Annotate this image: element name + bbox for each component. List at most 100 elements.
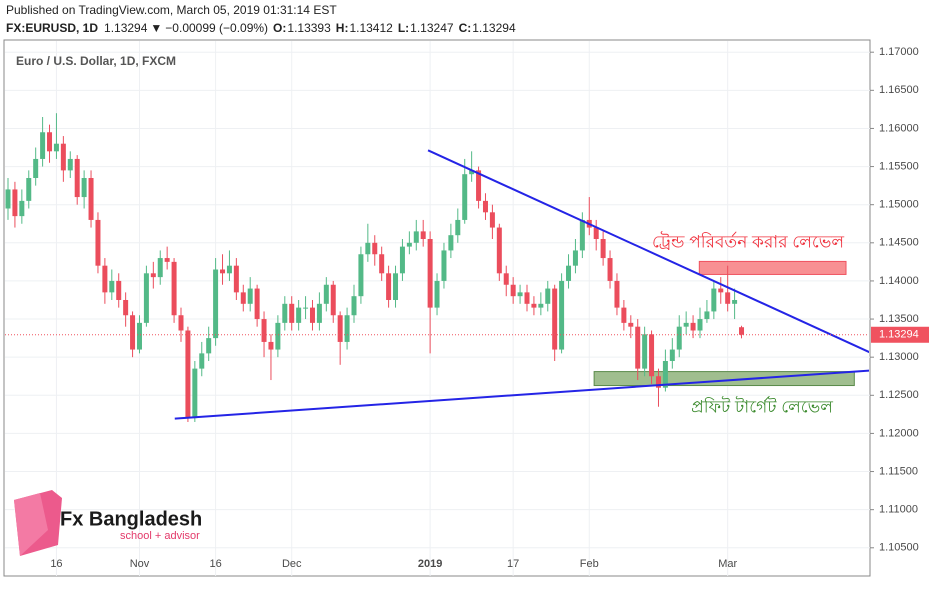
header-text: 1.13294 <box>472 21 516 35</box>
candle-body <box>600 238 606 259</box>
candle-body <box>268 341 274 350</box>
published: Published on TradingView.com, March 05, … <box>6 3 337 17</box>
logo: Fx Bangladesh school + advisor <box>14 490 202 556</box>
candle-body <box>538 303 544 308</box>
candle-body <box>143 273 149 323</box>
candle-body <box>116 280 122 300</box>
candle-body <box>469 170 475 175</box>
candle-body <box>254 288 260 320</box>
trend-line <box>427 149 869 354</box>
candle-body <box>552 288 558 350</box>
y-tick-label: 1.12500 <box>879 389 919 401</box>
candle-body <box>220 269 226 274</box>
candle-body <box>95 219 101 266</box>
candle-body <box>649 334 655 377</box>
trend-line <box>174 369 869 420</box>
candle-body <box>344 315 350 342</box>
candle-body <box>171 261 177 316</box>
candle-body <box>157 258 163 278</box>
candle-body <box>683 322 689 327</box>
candle-body <box>213 269 219 339</box>
candle-body <box>351 296 357 316</box>
y-tick-label: 1.11500 <box>879 465 918 477</box>
candle-body <box>330 284 336 316</box>
x-tick-label: Dec <box>282 558 302 570</box>
y-tick-label: 1.11000 <box>879 504 918 516</box>
candle-body <box>482 200 488 213</box>
zone <box>698 260 847 275</box>
candle-body <box>233 265 239 293</box>
candle-body <box>40 132 46 159</box>
y-tick-label: 1.15500 <box>879 160 919 172</box>
zone-label: প্রফিট টার্গেট লেভেল <box>691 396 833 416</box>
candle-body <box>164 258 170 262</box>
candle-body <box>510 284 516 297</box>
y-tick-label: 1.13000 <box>879 351 919 363</box>
x-tick-label: 17 <box>507 558 519 570</box>
candle-body <box>206 338 212 354</box>
candle-body <box>718 288 724 293</box>
candle-body <box>47 132 53 152</box>
x-tick-label: Mar <box>718 558 737 570</box>
candle-body <box>109 280 115 293</box>
candle-body <box>496 227 502 274</box>
candle-body <box>621 307 627 323</box>
candle-body <box>579 219 585 251</box>
candle-body <box>296 307 302 323</box>
x-tick-label: 16 <box>50 558 62 570</box>
candle-body <box>102 265 108 293</box>
x-tick-label: Feb <box>580 558 599 570</box>
header-text: C: <box>459 21 472 35</box>
candle-body <box>628 322 634 327</box>
candle-body <box>662 360 668 388</box>
candle-body <box>517 292 523 297</box>
candle-body <box>323 284 329 304</box>
candle-body <box>358 254 364 297</box>
candle-body <box>226 265 232 274</box>
candle-body <box>524 292 530 304</box>
last-price-tag <box>871 326 929 343</box>
candle-body <box>711 288 717 312</box>
header-text: L: <box>398 21 409 35</box>
candle-body <box>88 178 94 220</box>
candle-body <box>455 219 461 236</box>
candle-body <box>365 242 371 255</box>
candle-body <box>178 315 184 331</box>
candle-body <box>690 322 696 331</box>
candle-body <box>676 326 682 350</box>
candle-body <box>199 353 205 369</box>
logo-name: Fx Bangladesh <box>60 508 202 530</box>
candle-body <box>282 303 288 323</box>
candle-body <box>566 265 572 281</box>
candle-body <box>427 238 433 308</box>
header-text: 1.13294 <box>104 21 148 35</box>
header-text: −0.00099 (−0.09%) <box>165 21 268 35</box>
header-text: 1.13393 <box>287 21 331 35</box>
candle-body <box>420 231 426 239</box>
y-tick-label: 1.14000 <box>879 275 919 287</box>
candle-body <box>185 330 191 419</box>
candle-body <box>572 250 578 266</box>
candle-body <box>399 246 405 274</box>
candle-body <box>247 288 253 304</box>
candle-body <box>303 307 309 309</box>
candle-body <box>316 303 322 323</box>
candle-body <box>136 322 142 350</box>
candle-body <box>74 158 80 198</box>
candle-body <box>12 189 18 217</box>
candle-body <box>739 327 745 335</box>
candle-body <box>489 212 495 228</box>
candle-body <box>192 368 198 419</box>
candle-body <box>393 273 399 300</box>
logo-tagline: school + advisor <box>120 530 200 542</box>
candle-body <box>476 170 482 201</box>
candle-body <box>372 242 378 255</box>
candle-body <box>53 143 59 152</box>
candle-body <box>614 280 620 308</box>
header-text: H: <box>336 21 349 35</box>
candle-body <box>60 143 66 171</box>
header-text: O: <box>273 21 286 35</box>
